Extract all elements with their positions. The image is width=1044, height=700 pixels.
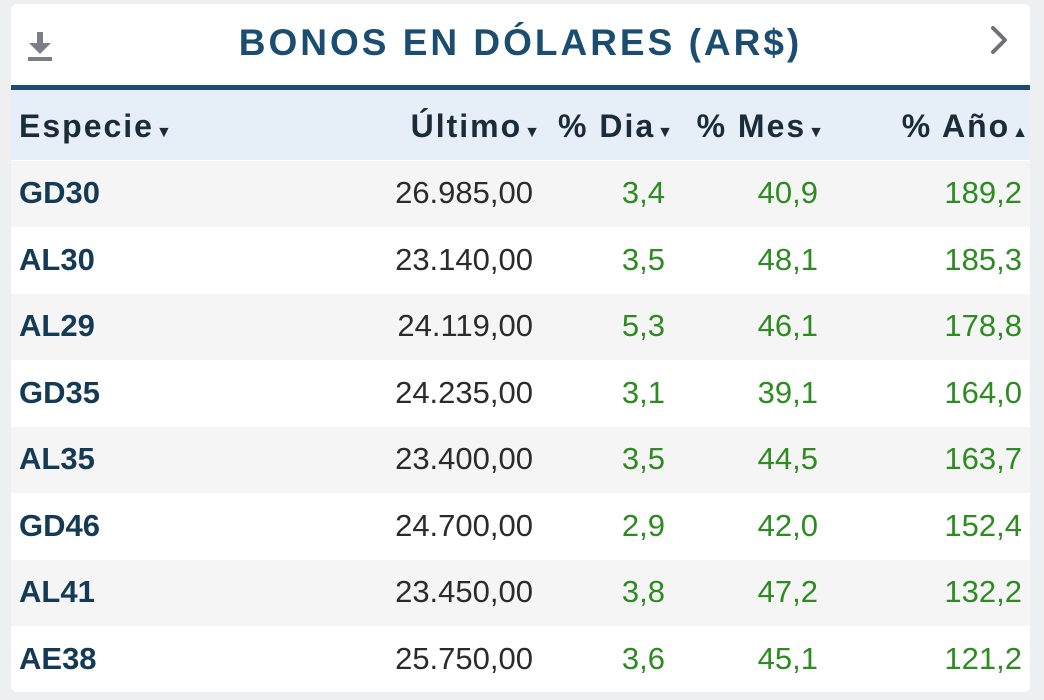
- last-price-cell: 24.700,00: [395, 507, 533, 543]
- column-header-ultimo[interactable]: Último ▼: [411, 108, 540, 145]
- sort-desc-icon: ▼: [524, 124, 540, 141]
- column-label: % Mes: [696, 108, 807, 144]
- year-change-cell: 189,2: [944, 175, 1022, 210]
- month-change-cell: 45,1: [757, 640, 818, 676]
- sort-desc-icon: ▼: [657, 124, 673, 141]
- table-row[interactable]: AL41 23.450,00 3,8 47,2 132,2: [11, 560, 1030, 626]
- table-row[interactable]: AL35 23.400,00 3,5 44,5 163,7: [11, 427, 1030, 493]
- sort-desc-icon: ▼: [155, 124, 172, 141]
- last-price-cell: 25.750,00: [395, 640, 533, 676]
- year-change-cell: 164,0: [944, 374, 1022, 410]
- day-change-cell: 3,6: [621, 640, 665, 676]
- last-price-cell: 23.450,00: [395, 574, 533, 609]
- year-change-cell: 178,8: [944, 308, 1022, 343]
- month-change-cell: 47,2: [757, 574, 818, 609]
- table-header: Especie ▼ Último ▼ % Dia ▼ % Mes ▼ % Año ▲: [11, 90, 1030, 160]
- table-row[interactable]: AL29 24.119,00 5,3 46,1 178,8: [11, 294, 1030, 360]
- column-header-especie[interactable]: Especie ▼: [19, 108, 172, 145]
- chevron-right-icon[interactable]: [988, 24, 1010, 56]
- last-price-cell: 24.235,00: [395, 374, 533, 410]
- bonds-widget: BONOS EN DÓLARES (AR$) Especie ▼ Último ▼ …: [11, 4, 1030, 692]
- ticker-cell: AL29: [19, 308, 95, 343]
- ticker-cell: AL30: [19, 241, 95, 277]
- day-change-cell: 3,5: [621, 441, 665, 476]
- month-change-cell: 44,5: [757, 441, 818, 476]
- day-change-cell: 3,5: [621, 241, 665, 277]
- sort-asc-icon: ▲: [1012, 124, 1028, 141]
- table-row[interactable]: GD35 24.235,00 3,1 39,1 164,0: [11, 360, 1030, 427]
- month-change-cell: 48,1: [757, 241, 818, 277]
- month-change-cell: 42,0: [757, 507, 818, 543]
- header-divider: [11, 85, 1030, 90]
- ticker-cell: GD35: [19, 374, 100, 410]
- day-change-cell: 5,3: [621, 308, 665, 343]
- table-row[interactable]: GD46 24.700,00 2,9 42,0 152,4: [11, 493, 1030, 560]
- ticker-cell: GD30: [19, 175, 100, 210]
- month-change-cell: 46,1: [757, 308, 818, 343]
- download-icon[interactable]: [26, 30, 54, 62]
- column-label: Último: [410, 108, 523, 144]
- month-change-cell: 39,1: [757, 374, 818, 410]
- column-header-mes[interactable]: % Mes ▼: [697, 108, 824, 145]
- ticker-cell: GD46: [19, 507, 100, 543]
- column-header-dia[interactable]: % Dia ▼: [558, 108, 673, 145]
- day-change-cell: 3,1: [621, 374, 665, 410]
- last-price-cell: 23.400,00: [395, 441, 533, 476]
- year-change-cell: 185,3: [944, 241, 1022, 277]
- ticker-cell: AL41: [19, 574, 95, 609]
- year-change-cell: 152,4: [944, 507, 1022, 543]
- column-label: Especie: [19, 108, 154, 144]
- day-change-cell: 2,9: [621, 507, 665, 543]
- table-row[interactable]: AE38 25.750,00 3,6 45,1 121,2: [11, 626, 1030, 692]
- last-price-cell: 24.119,00: [397, 308, 533, 343]
- table-row[interactable]: AL30 23.140,00 3,5 48,1 185,3: [11, 227, 1030, 294]
- column-label: % Año: [901, 108, 1011, 144]
- column-header-anio[interactable]: % Año ▲: [902, 108, 1028, 145]
- ticker-cell: AE38: [19, 640, 97, 676]
- widget-title: BONOS EN DÓLARES (AR$): [238, 22, 803, 63]
- table-row[interactable]: GD30 26.985,00 3,4 40,9 189,2: [11, 161, 1030, 227]
- year-change-cell: 121,2: [944, 640, 1022, 676]
- last-price-cell: 26.985,00: [395, 175, 533, 210]
- year-change-cell: 132,2: [944, 574, 1022, 609]
- last-price-cell: 23.140,00: [395, 241, 533, 277]
- sort-desc-icon: ▼: [808, 124, 824, 141]
- widget-header: BONOS EN DÓLARES (AR$): [11, 4, 1030, 84]
- day-change-cell: 3,4: [621, 175, 665, 210]
- column-label: % Dia: [558, 108, 656, 144]
- month-change-cell: 40,9: [757, 175, 818, 210]
- ticker-cell: AL35: [19, 441, 95, 476]
- day-change-cell: 3,8: [621, 574, 665, 609]
- year-change-cell: 163,7: [944, 441, 1022, 476]
